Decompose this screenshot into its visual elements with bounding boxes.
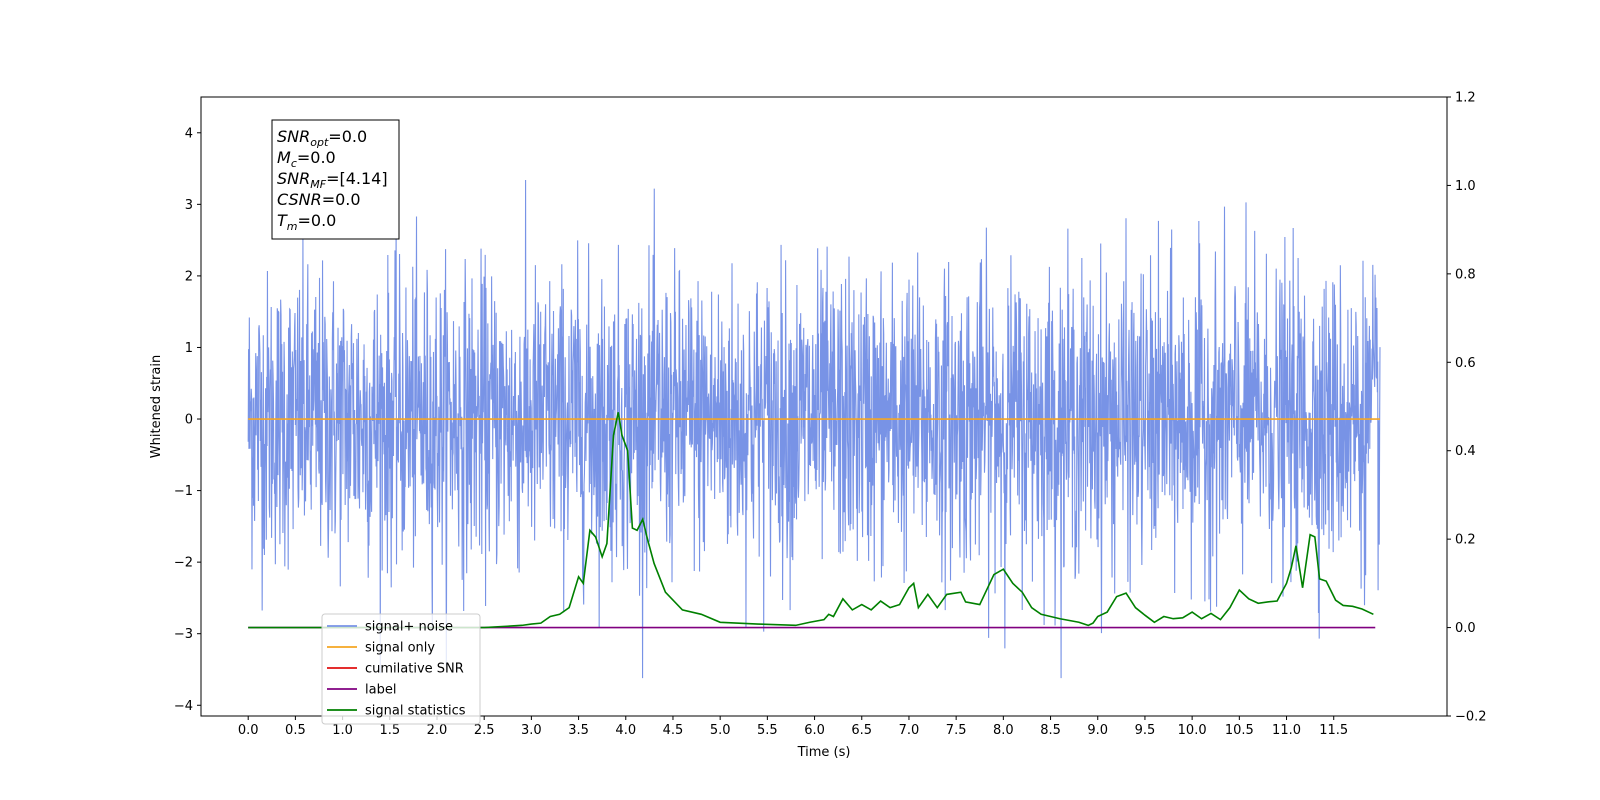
x-tick-label: 5.0 — [710, 723, 731, 738]
x-tick-label: 1.0 — [332, 723, 353, 738]
x-tick-label: 9.0 — [1087, 723, 1108, 738]
x-tick-label: 9.5 — [1135, 723, 1156, 738]
x-tick-label: 7.5 — [946, 723, 967, 738]
y-right-tick-label: 1.0 — [1455, 179, 1476, 194]
annotation-line: Mc=0.0 — [277, 148, 336, 170]
legend-entry-label: signal+ noise — [365, 620, 453, 635]
series-line-4 — [248, 412, 1374, 629]
y-right-tick-label: 0.6 — [1455, 356, 1476, 371]
y-right-tick-label: 0.4 — [1455, 444, 1476, 459]
x-tick-label: 0.0 — [238, 723, 259, 738]
legend-frame — [321, 613, 481, 725]
plot-area — [247, 179, 1381, 679]
y-tick-label: −2 — [174, 556, 193, 571]
annotation-frame — [271, 119, 400, 240]
x-tick-label: 0.5 — [285, 723, 306, 738]
legend-entry-label: signal statistics — [365, 704, 466, 719]
x-tick-label: 4.0 — [615, 723, 636, 738]
y-axis-left: −4 −3 −2 −1 0 1 2 3 4 — [174, 126, 201, 714]
annotation-line: CSNR=0.0 — [277, 190, 361, 209]
y-tick-label: 0 — [185, 413, 193, 428]
legend: signal+ noise signal only cumilative SNR la… — [321, 613, 481, 725]
x-tick-label: 3.0 — [521, 723, 542, 738]
x-tick-label: 4.5 — [663, 723, 684, 738]
x-axis: 0.0 0.5 1.0 1.5 2.0 2.5 3.0 3.5 4.0 4.5 5.0 5.5 6.0 6… — [238, 716, 1348, 738]
x-tick-label: 3.5 — [568, 723, 589, 738]
x-tick-label: 2.5 — [474, 723, 495, 738]
plot-frame — [200, 96, 1448, 717]
legend-entry-label: signal only — [365, 641, 435, 656]
y-right-tick-label: −0.2 — [1455, 710, 1487, 725]
x-tick-label: 6.5 — [851, 723, 872, 738]
legend-entry-label: label — [365, 683, 396, 698]
annotation-line: Tm=0.0 — [277, 211, 336, 233]
y-tick-label: −1 — [174, 484, 193, 499]
y-tick-label: −3 — [174, 627, 193, 642]
x-tick-label: 8.5 — [1040, 723, 1061, 738]
y-axis-right: −0.2 0.0 0.2 0.4 0.6 0.8 1.0 1.2 — [1447, 91, 1487, 725]
y-tick-label: 4 — [185, 126, 193, 141]
series-line-0 — [247, 179, 1381, 679]
y-tick-label: 1 — [185, 341, 193, 356]
x-tick-label: 7.0 — [899, 723, 920, 738]
x-tick-label: 2.0 — [427, 723, 448, 738]
y-axis-label: Whitened strain — [149, 355, 164, 458]
x-tick-label: 5.5 — [757, 723, 778, 738]
y-tick-label: −4 — [174, 699, 193, 714]
annotation-line: SNRopt=0.0 — [277, 127, 367, 149]
y-right-tick-label: 0.2 — [1455, 533, 1476, 548]
y-right-tick-label: 0.0 — [1455, 621, 1476, 636]
legend-entry-label: cumilative SNR — [365, 662, 464, 677]
x-tick-label: 1.5 — [379, 723, 400, 738]
y-right-tick-label: 0.8 — [1455, 267, 1476, 282]
x-tick-label: 8.0 — [993, 723, 1014, 738]
x-axis-label: Time (s) — [797, 745, 851, 760]
y-tick-label: 2 — [185, 269, 193, 284]
annotation-line: SNRMF=[4.14] — [277, 169, 388, 191]
y-tick-label: 3 — [185, 198, 193, 213]
x-tick-label: 11.5 — [1319, 723, 1348, 738]
x-tick-label: 10.0 — [1178, 723, 1207, 738]
y-right-tick-label: 1.2 — [1455, 91, 1476, 106]
x-tick-label: 11.0 — [1272, 723, 1301, 738]
x-tick-label: 6.0 — [804, 723, 825, 738]
x-tick-label: 10.5 — [1225, 723, 1254, 738]
